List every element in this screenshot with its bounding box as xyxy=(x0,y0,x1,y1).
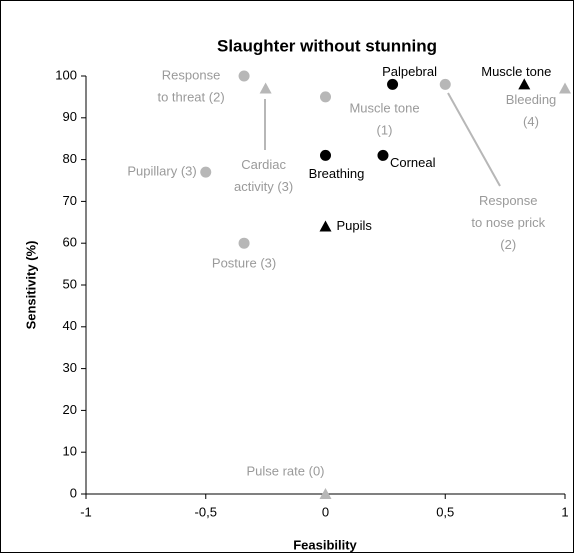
point-label: Palpebral xyxy=(382,64,437,79)
point-label: (4) xyxy=(523,114,539,129)
chart-title: Slaughter without stunning xyxy=(217,36,437,55)
point-label: (2) xyxy=(500,237,516,252)
point xyxy=(200,166,212,178)
point xyxy=(238,70,250,82)
x-tick-label: 1 xyxy=(561,504,568,519)
point-label: Pupillary (3) xyxy=(127,164,196,179)
point xyxy=(238,237,250,249)
y-tick-label: 60 xyxy=(63,235,77,250)
point xyxy=(319,488,332,499)
y-axis-title: Sensitivity (%) xyxy=(23,241,38,330)
point-label: Breathing xyxy=(309,166,365,181)
leader-line xyxy=(447,92,501,187)
point xyxy=(319,220,332,232)
point-label: activity (3) xyxy=(234,179,293,194)
x-tick-label: -1 xyxy=(80,504,92,519)
point-label: Pulse rate (0) xyxy=(246,463,324,478)
point xyxy=(387,78,399,90)
y-tick-label: 40 xyxy=(63,318,77,333)
y-tick-label: 100 xyxy=(55,67,77,82)
point-label: Response xyxy=(162,67,221,82)
y-tick-label: 30 xyxy=(63,360,77,375)
y-tick-label: 90 xyxy=(63,109,77,124)
y-tick-label: 10 xyxy=(63,444,77,459)
y-tick-label: 80 xyxy=(63,151,77,166)
point-label: Pupils xyxy=(337,218,373,233)
point xyxy=(439,78,451,90)
y-tick-label: 0 xyxy=(70,485,77,500)
point xyxy=(320,149,331,161)
point-label: Posture (3) xyxy=(212,256,276,271)
x-axis-title: Feasibility xyxy=(293,537,357,552)
point xyxy=(559,82,571,94)
point-label: Bleeding xyxy=(506,92,557,107)
point-label: to threat (2) xyxy=(157,89,224,104)
x-tick-label: 0,5 xyxy=(436,504,454,519)
point-label: to nose prick xyxy=(471,215,545,230)
point-label: Corneal xyxy=(390,155,436,170)
point xyxy=(320,91,331,103)
x-tick-label: -0,5 xyxy=(195,504,217,519)
point-label: Response xyxy=(479,193,538,208)
y-tick-label: 70 xyxy=(63,193,77,208)
y-tick-label: 20 xyxy=(63,402,77,417)
point-label: Muscle tone xyxy=(481,64,551,79)
point-label: (1) xyxy=(377,122,393,137)
point-label: Muscle tone xyxy=(349,100,419,115)
point-label: Cardiac xyxy=(241,157,286,172)
y-tick-label: 50 xyxy=(63,276,77,291)
x-tick-label: 0 xyxy=(322,504,329,519)
point xyxy=(259,82,272,94)
point xyxy=(518,78,531,90)
point xyxy=(377,149,389,161)
